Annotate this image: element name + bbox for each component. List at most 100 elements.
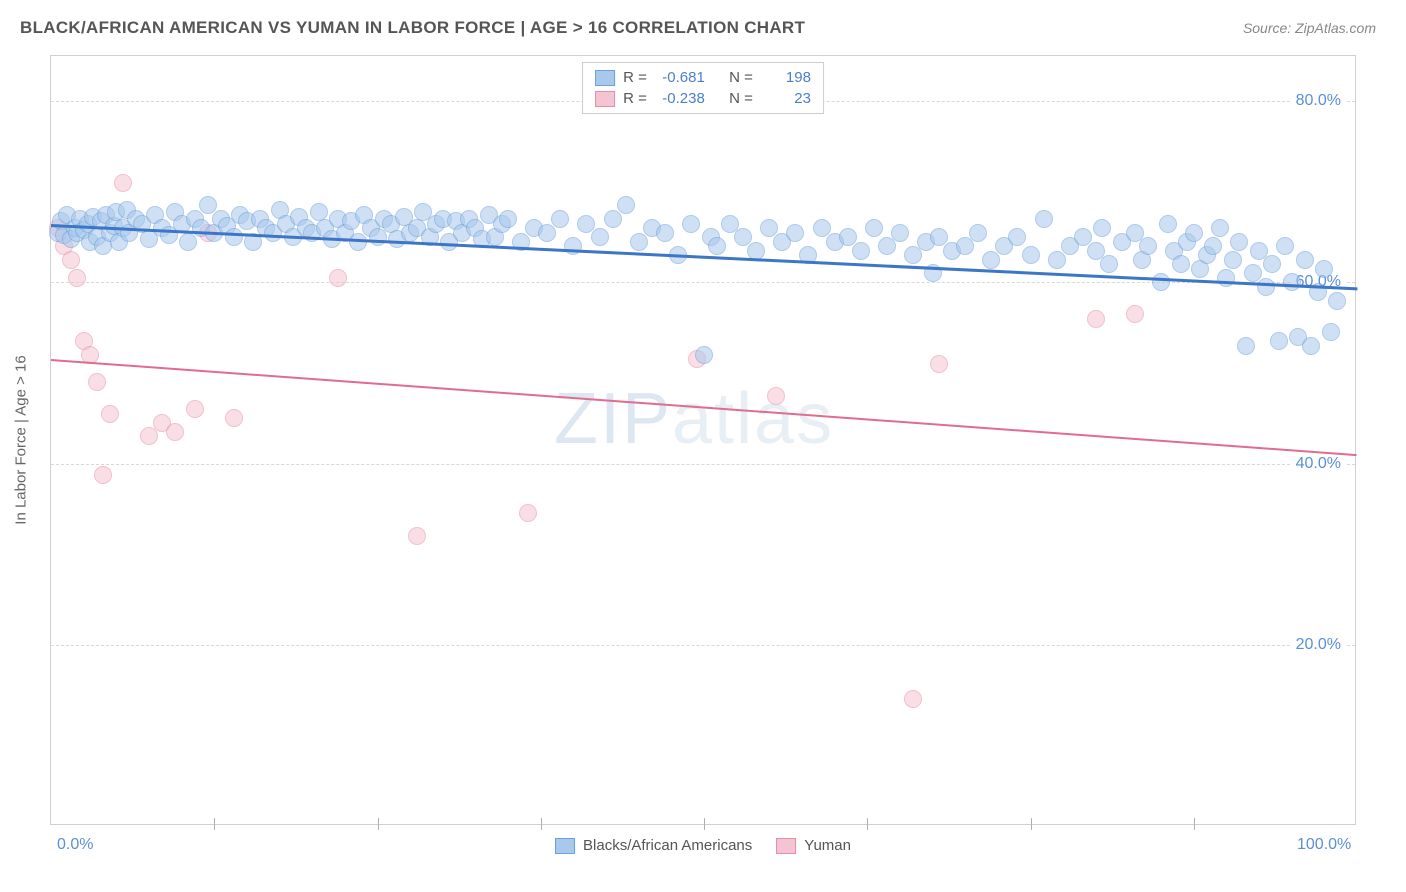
chart-container: In Labor Force | Age > 16 20.0%40.0%60.0… (50, 55, 1356, 825)
data-point (1224, 251, 1242, 269)
data-point (956, 237, 974, 255)
data-point (969, 224, 987, 242)
legend-label: Blacks/African Americans (583, 837, 752, 854)
data-point (310, 203, 328, 221)
x-tick-mark (214, 818, 215, 830)
data-point (186, 400, 204, 418)
n-value: 198 (761, 69, 811, 86)
data-point (551, 210, 569, 228)
data-point (1185, 224, 1203, 242)
data-point (114, 174, 132, 192)
data-point (904, 246, 922, 264)
data-point (1230, 233, 1248, 251)
data-point (62, 251, 80, 269)
data-point (1328, 292, 1346, 310)
data-point (904, 690, 922, 708)
data-point (538, 224, 556, 242)
data-point (982, 251, 1000, 269)
legend-item: Blacks/African Americans (555, 837, 752, 854)
legend-swatch (595, 91, 615, 107)
data-point (1093, 219, 1111, 237)
y-tick-label: 80.0% (1292, 92, 1345, 110)
x-tick-label: 100.0% (1297, 836, 1351, 854)
data-point (604, 210, 622, 228)
data-point (1257, 278, 1275, 296)
watermark: ZIPatlas (554, 378, 834, 460)
data-point (225, 409, 243, 427)
data-point (656, 224, 674, 242)
x-tick-mark (378, 818, 379, 830)
data-point (1087, 310, 1105, 328)
x-tick-mark (541, 818, 542, 830)
data-point (1159, 215, 1177, 233)
correlation-legend: R = -0.681 N = 198 R = -0.238 N = 23 (582, 62, 824, 114)
data-point (1296, 251, 1314, 269)
data-point (708, 237, 726, 255)
data-point (1302, 337, 1320, 355)
data-point (369, 228, 387, 246)
source-attribution: Source: ZipAtlas.com (1243, 20, 1376, 36)
data-point (1283, 273, 1301, 291)
r-value: -0.238 (655, 90, 705, 107)
data-point (1100, 255, 1118, 273)
data-point (408, 527, 426, 545)
r-value: -0.681 (655, 69, 705, 86)
n-label: N = (729, 69, 753, 86)
data-point (1126, 305, 1144, 323)
data-point (499, 210, 517, 228)
data-point (1322, 323, 1340, 341)
series-legend: Blacks/African Americans Yuman (555, 837, 851, 854)
gridline (51, 464, 1355, 465)
data-point (1315, 260, 1333, 278)
data-point (94, 466, 112, 484)
data-point (1022, 246, 1040, 264)
data-point (767, 387, 785, 405)
legend-label: Yuman (804, 837, 851, 854)
data-point (591, 228, 609, 246)
n-label: N = (729, 90, 753, 107)
n-value: 23 (761, 90, 811, 107)
data-point (878, 237, 896, 255)
legend-swatch (555, 838, 575, 854)
data-point (166, 423, 184, 441)
data-point (1263, 255, 1281, 273)
y-tick-label: 40.0% (1292, 455, 1345, 473)
data-point (1211, 219, 1229, 237)
trend-line (51, 359, 1357, 456)
r-label: R = (623, 90, 647, 107)
data-point (1008, 228, 1026, 246)
data-point (1048, 251, 1066, 269)
plot-area: 20.0%40.0%60.0%80.0%0.0%100.0%ZIPatlasR … (51, 56, 1355, 824)
data-point (1172, 255, 1190, 273)
y-axis-title: In Labor Force | Age > 16 (13, 355, 30, 524)
y-tick-label: 20.0% (1292, 636, 1345, 654)
data-point (68, 269, 86, 287)
data-point (88, 373, 106, 391)
data-point (852, 242, 870, 260)
r-label: R = (623, 69, 647, 86)
data-point (865, 219, 883, 237)
data-point (617, 196, 635, 214)
legend-swatch (776, 838, 796, 854)
data-point (930, 355, 948, 373)
data-point (891, 224, 909, 242)
x-tick-label: 0.0% (57, 836, 93, 854)
legend-swatch (595, 70, 615, 86)
data-point (1276, 237, 1294, 255)
gridline (51, 645, 1355, 646)
data-point (1237, 337, 1255, 355)
data-point (1152, 273, 1170, 291)
legend-item: Yuman (776, 837, 851, 854)
data-point (140, 427, 158, 445)
data-point (1204, 237, 1222, 255)
data-point (329, 269, 347, 287)
x-tick-mark (704, 818, 705, 830)
data-point (682, 215, 700, 233)
data-point (101, 405, 119, 423)
x-tick-mark (867, 818, 868, 830)
legend-row: R = -0.238 N = 23 (595, 88, 811, 109)
chart-title: BLACK/AFRICAN AMERICAN VS YUMAN IN LABOR… (20, 18, 805, 38)
data-point (1270, 332, 1288, 350)
data-point (1139, 237, 1157, 255)
data-point (225, 228, 243, 246)
